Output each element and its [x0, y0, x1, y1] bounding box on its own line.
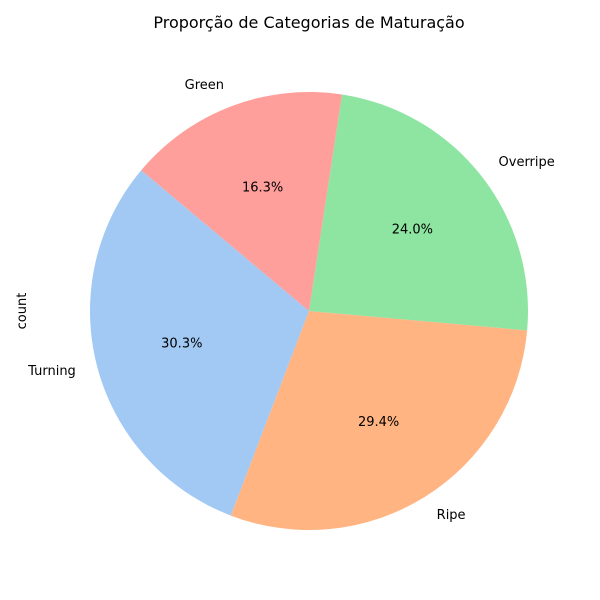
pie-slices	[90, 91, 528, 530]
pie-labels: Turning 30.3% Ripe 29.4% Overripe 24.0% Green 1…	[27, 78, 555, 523]
slice-percent-ripe: 29.4%	[358, 415, 399, 430]
slice-label-green: Green	[185, 78, 224, 93]
slice-percent-green: 16.3%	[242, 181, 283, 196]
pie-slice-green	[141, 91, 343, 311]
pie-slice-overripe	[309, 94, 528, 331]
slice-percent-overripe: 24.0%	[392, 222, 433, 237]
slice-label-ripe: Ripe	[437, 508, 466, 523]
pie-slice-ripe	[230, 311, 528, 530]
slice-label-overripe: Overripe	[499, 155, 555, 170]
pie-slice-turning	[90, 170, 310, 516]
slice-percent-turning: 30.3%	[161, 336, 202, 351]
y-axis-label: count	[15, 293, 30, 330]
chart-title: Proporção de Categorias de Maturação	[153, 13, 464, 32]
slice-label-turning: Turning	[27, 364, 76, 379]
